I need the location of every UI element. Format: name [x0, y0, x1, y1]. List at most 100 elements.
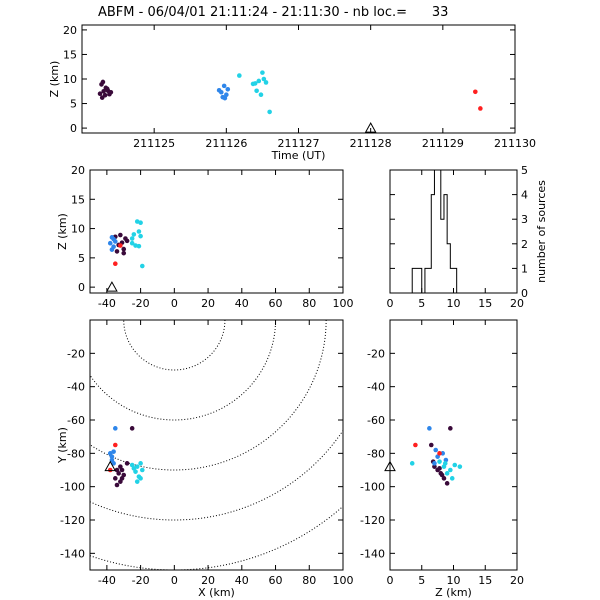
x-tick-label: 20: [201, 297, 215, 310]
y-tick-label: 15: [71, 193, 85, 206]
data-point: [114, 249, 120, 254]
y-tick-label: 2: [521, 238, 528, 251]
data-point: [222, 95, 228, 101]
y-tick-label: -80: [67, 447, 85, 460]
x-tick-label: 40: [235, 574, 249, 587]
data-point: [104, 86, 110, 92]
data-point: [139, 263, 145, 269]
y-tick-label: 1: [521, 262, 528, 275]
figure-title: ABFM - 06/04/01 21:11:24 - 21:11:30 - nb…: [98, 5, 448, 20]
data-point: [107, 91, 112, 97]
data-point: [442, 461, 448, 466]
data-point: [237, 73, 242, 78]
data-point: [118, 243, 123, 248]
data-point: [113, 426, 118, 431]
x-tick-label: 100: [333, 297, 354, 310]
data-point: [267, 109, 272, 115]
x-tick-label: 80: [302, 297, 316, 310]
y-tick-label: -40: [67, 381, 85, 394]
data-point: [413, 442, 418, 448]
x-tick-label: 15: [478, 297, 492, 310]
x-tick-label: 100: [333, 574, 354, 587]
data-point: [109, 457, 115, 463]
y-tick-label: -140: [360, 547, 385, 560]
data-point: [113, 442, 118, 448]
data-point: [441, 476, 447, 481]
data-point: [263, 80, 269, 85]
data-point: [437, 451, 442, 456]
y-tick-label: 20: [63, 24, 77, 37]
plot-frame: [389, 169, 518, 294]
panel-x_z: -40 -20 0 20 40 60 80 100 0 5 10 15 20 Z (km): [56, 164, 354, 310]
data-point: [216, 87, 222, 93]
x-tick-label: 5: [418, 574, 425, 587]
data-point: [139, 467, 145, 473]
y-tick-label: 10: [71, 223, 85, 236]
y-tick-label: -20: [367, 347, 385, 360]
data-point: [113, 239, 118, 244]
data-point: [129, 240, 135, 246]
y-axis-label: Z (km): [48, 61, 61, 98]
x-axis-label: X (km): [198, 586, 235, 599]
data-point: [258, 92, 264, 98]
x-tick-label: 0: [171, 574, 178, 587]
y-tick-label: -60: [367, 414, 385, 427]
y-tick-label: -60: [67, 414, 85, 427]
plot-frame: [389, 319, 518, 571]
y-axis-label: Z (km): [56, 213, 69, 250]
x-tick-label: 211125: [133, 137, 175, 150]
data-point: [113, 476, 118, 481]
station-marker: [384, 460, 396, 472]
y-tick-label: -80: [367, 447, 385, 460]
data-point: [221, 83, 227, 89]
data-point: [129, 236, 135, 241]
data-point: [261, 76, 267, 82]
data-point: [448, 467, 453, 473]
data-point: [136, 243, 142, 249]
y-tick-label: -120: [60, 514, 85, 527]
x-tick-label: 10: [447, 297, 461, 310]
data-point: [114, 482, 120, 488]
data-point: [129, 426, 135, 431]
x-tick-label: -20: [132, 574, 150, 587]
data-point: [97, 91, 103, 97]
range-ring: [90, 429, 343, 521]
data-point: [100, 79, 106, 85]
y-tick-label: 20: [71, 164, 85, 177]
y-tick-label: -100: [360, 481, 385, 494]
station-marker: [364, 122, 377, 133]
y-tick-label: -20: [67, 347, 85, 360]
data-point: [250, 81, 256, 87]
y-tick-label: -40: [367, 381, 385, 394]
data-point: [409, 461, 415, 466]
x-axis-label: Z (km): [435, 586, 472, 599]
data-point: [138, 461, 143, 466]
panel-z_y: 0 5 10 15 20 -140 -120 -100 -80 -60 -40 -20 Z (km): [360, 319, 524, 599]
data-point: [473, 89, 478, 95]
data-point: [136, 229, 142, 234]
x-tick-label: -40: [98, 297, 116, 310]
y-tick-label: 0: [521, 287, 528, 300]
data-point: [224, 92, 229, 98]
x-tick-label: 0: [171, 297, 178, 310]
plot-frame: [89, 169, 344, 294]
data-point: [427, 426, 432, 431]
x-tick-label: 80: [302, 574, 316, 587]
y-tick-label: 4: [521, 189, 528, 202]
x-tick-label: 0: [387, 574, 394, 587]
x-tick-label: 211129: [422, 137, 464, 150]
data-point: [124, 461, 130, 466]
x-tick-label: 60: [269, 574, 283, 587]
data-point: [107, 467, 113, 473]
plot-frame: [81, 24, 516, 134]
y-axis-label: number of sources: [535, 180, 548, 283]
data-point: [134, 479, 140, 484]
y-tick-label: 15: [63, 48, 77, 61]
data-point: [439, 472, 445, 478]
data-point: [478, 106, 483, 111]
data-point: [109, 247, 115, 252]
data-point: [111, 449, 116, 454]
data-point: [432, 464, 437, 469]
